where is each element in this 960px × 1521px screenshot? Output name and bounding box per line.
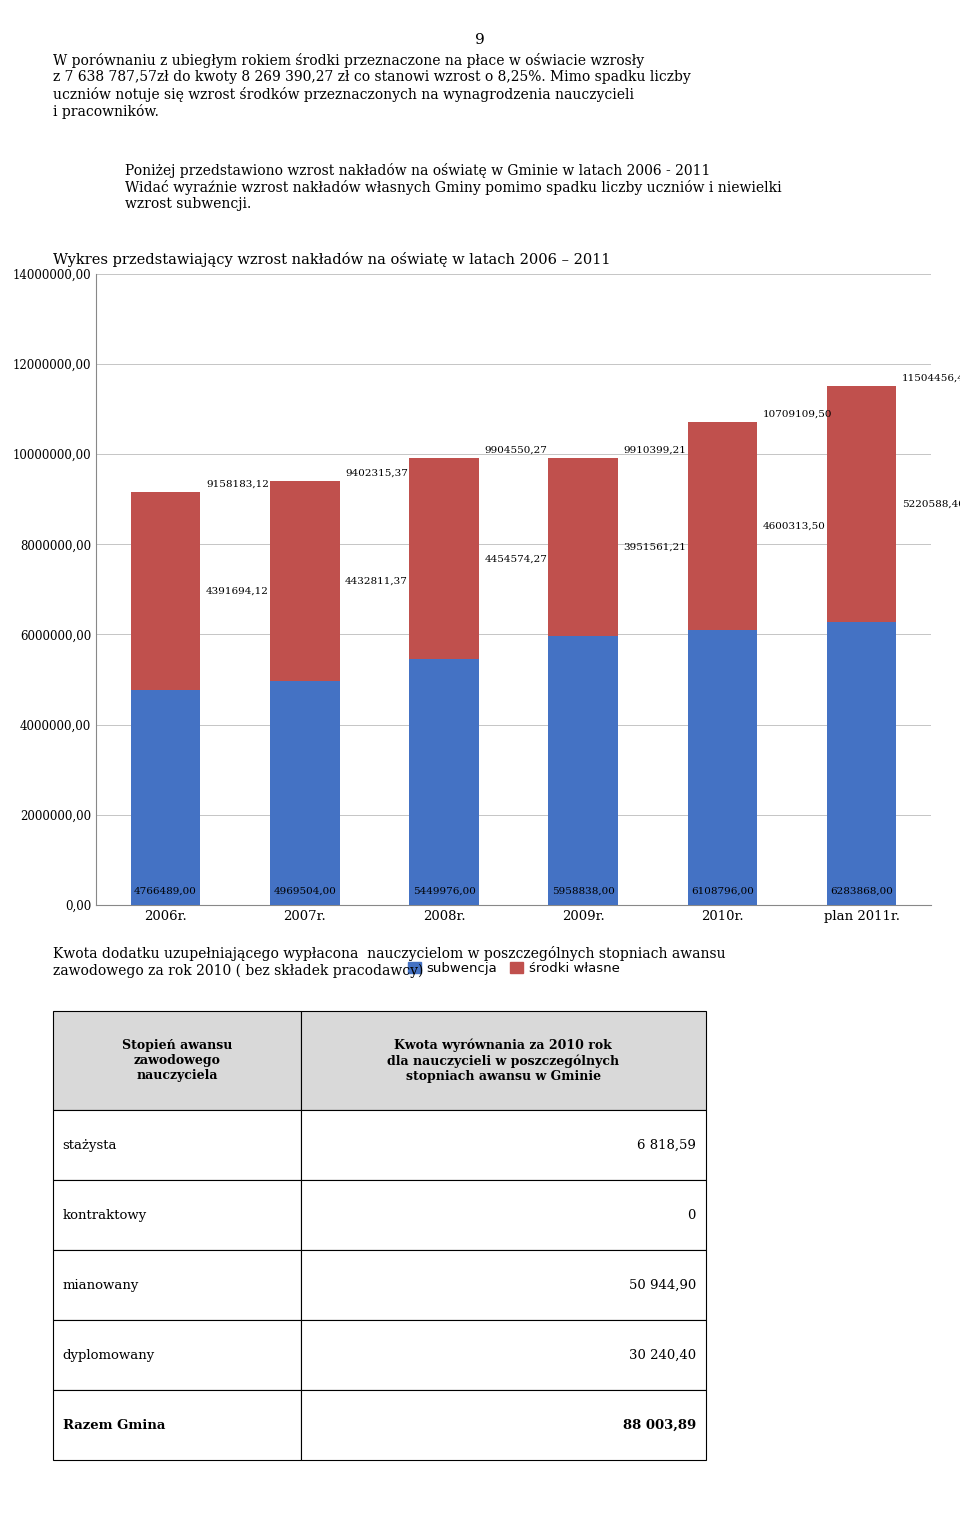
Text: W porównaniu z ubiegłym rokiem środki przeznaczone na płace w oświacie wzrosły
z: W porównaniu z ubiegłym rokiem środki pr… [53,53,690,119]
Text: Poniżej przedstawiono wzrost nakładów na oświatę w Gminie w latach 2006 - 2011
W: Poniżej przedstawiono wzrost nakładów na… [125,163,781,211]
Bar [270,481,340,681]
Text: 6283868,00: 6283868,00 [830,887,893,896]
Text: 4432811,37: 4432811,37 [346,576,408,586]
Text: 5449976,00: 5449976,00 [413,887,475,896]
Bar [687,423,757,630]
Bar [300,1011,706,1110]
Bar [270,681,340,905]
Text: 5220588,40: 5220588,40 [902,499,960,508]
Text: 4969504,00: 4969504,00 [274,887,336,896]
Text: 88 003,89: 88 003,89 [622,1419,696,1431]
Bar [53,1250,300,1320]
Text: 9158183,12: 9158183,12 [206,479,269,488]
Bar [300,1320,706,1390]
Bar [409,458,479,659]
Text: 0: 0 [687,1209,696,1221]
Bar [827,622,897,905]
Bar [548,458,618,636]
Bar [548,636,618,905]
Bar [409,659,479,905]
Bar [131,691,201,905]
Text: dyplomowany: dyplomowany [62,1349,155,1361]
Text: 4391694,12: 4391694,12 [206,587,269,596]
Text: 4766489,00: 4766489,00 [134,887,197,896]
Text: 30 240,40: 30 240,40 [629,1349,696,1361]
Bar [300,1250,706,1320]
Bar [53,1390,300,1460]
Text: Razem Gmina: Razem Gmina [62,1419,165,1431]
Text: 4454574,27: 4454574,27 [485,554,547,563]
Text: 11504456,40: 11504456,40 [902,374,960,383]
Bar [53,1110,300,1180]
Bar [827,386,897,622]
Bar [300,1390,706,1460]
Bar [687,630,757,905]
Text: 4600313,50: 4600313,50 [763,522,826,531]
Bar [53,1011,300,1110]
Bar [300,1180,706,1250]
Text: 6 818,59: 6 818,59 [636,1139,696,1151]
Text: 9910399,21: 9910399,21 [624,446,686,455]
Text: Stopień awansu
zawodowego
nauczyciela: Stopień awansu zawodowego nauczyciela [122,1039,232,1083]
Text: Kwota dodatku uzupełniającego wypłacona  nauczycielom w poszczególnych stopniach: Kwota dodatku uzupełniającego wypłacona … [53,946,726,978]
Text: 6108796,00: 6108796,00 [691,887,754,896]
Legend: subwencja, środki własne: subwencja, środki własne [402,957,625,981]
Text: Wykres przedstawiający wzrost nakładów na oświatę w latach 2006 – 2011: Wykres przedstawiający wzrost nakładów n… [53,252,611,268]
Text: 9: 9 [475,33,485,47]
Text: 3951561,21: 3951561,21 [624,543,686,552]
Text: 9904550,27: 9904550,27 [485,446,547,455]
Bar [300,1110,706,1180]
Text: 9402315,37: 9402315,37 [346,468,408,478]
Text: kontraktowy: kontraktowy [62,1209,147,1221]
Bar [131,493,201,691]
Text: Kwota wyrównania za 2010 rok
dla nauczycieli w poszczególnych
stopniach awansu w: Kwota wyrównania za 2010 rok dla nauczyc… [387,1039,619,1083]
Text: 5958838,00: 5958838,00 [552,887,614,896]
Text: 10709109,50: 10709109,50 [763,409,832,418]
Text: stażysta: stażysta [62,1139,117,1151]
Text: 50 944,90: 50 944,90 [629,1279,696,1291]
Bar [53,1320,300,1390]
Text: mianowany: mianowany [62,1279,139,1291]
Bar [53,1180,300,1250]
